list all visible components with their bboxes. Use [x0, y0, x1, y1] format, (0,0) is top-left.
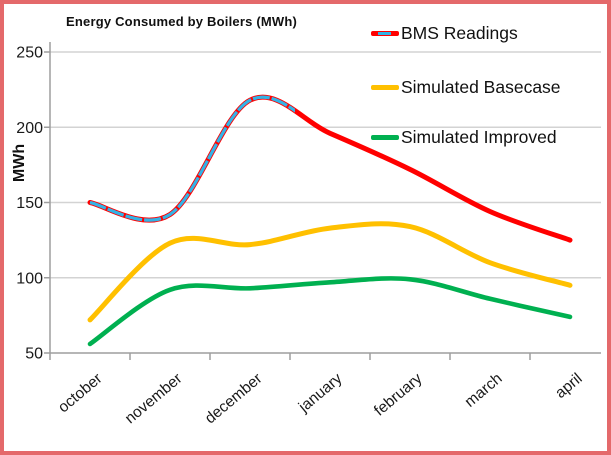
y-tick-label: 200 — [16, 120, 43, 137]
axes — [44, 42, 611, 360]
simulated-improved-line-swatch-icon — [371, 134, 399, 140]
legend-label-simulated-basecase: Simulated Basecase — [401, 76, 561, 97]
series-bms-cyan-overlay-line — [89, 95, 295, 222]
legend-item-simulated-improved: Simulated Improved — [371, 126, 557, 148]
x-tick-labels: october november december january february ma… — [55, 370, 586, 427]
series-bms-red-line — [87, 94, 573, 243]
x-tick-label: january — [295, 370, 346, 417]
y-tick-label: 250 — [16, 45, 43, 62]
y-tick-label: 100 — [16, 270, 43, 287]
y-axis-title: MWh — [11, 143, 28, 183]
chart-title: Energy Consumed by Boilers (MWh) — [66, 14, 298, 29]
gridlines — [50, 51, 601, 279]
x-tick-label: december — [202, 370, 266, 427]
bms-readings-line-swatch-icon — [371, 30, 399, 36]
simulated-basecase-line-swatch-icon — [371, 84, 399, 90]
series-simulated-basecase-line — [87, 221, 573, 323]
x-tick-label: march — [462, 370, 506, 411]
legend-item-simulated-basecase: Simulated Basecase — [371, 76, 561, 98]
series-simulated-improved-line — [87, 276, 573, 347]
y-tick-label: 150 — [16, 195, 43, 212]
x-tick-label: october — [55, 370, 106, 416]
y-tick-label: 50 — [25, 346, 43, 363]
x-tick-label: april — [552, 370, 585, 402]
legend-label-bms-readings: BMS Readings — [401, 22, 518, 43]
x-tick-label: november — [122, 370, 186, 427]
legend-label-simulated-improved: Simulated Improved — [401, 126, 557, 147]
bms-cyan-dash-icon — [378, 31, 391, 35]
y-tick-labels: 50 100 150 200 250 — [16, 45, 43, 363]
x-tick-label: february — [371, 370, 426, 420]
legend-item-bms-readings: BMS Readings — [371, 22, 518, 44]
